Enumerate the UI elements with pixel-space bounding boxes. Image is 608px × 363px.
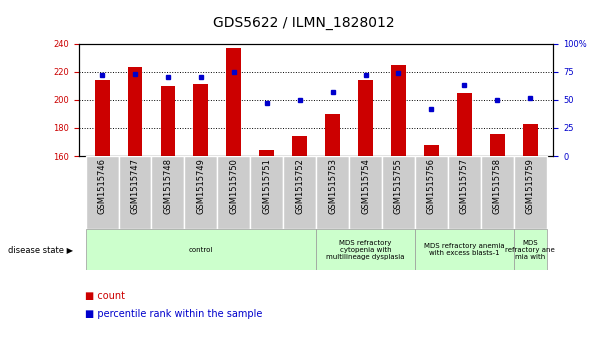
Bar — [95, 80, 109, 156]
Text: control: control — [188, 246, 213, 253]
Bar — [316, 156, 349, 229]
Bar — [283, 156, 316, 229]
Text: GSM1515753: GSM1515753 — [328, 158, 337, 214]
Text: GSM1515759: GSM1515759 — [526, 158, 534, 214]
Bar — [415, 156, 448, 229]
Text: disease state ▶: disease state ▶ — [8, 245, 73, 254]
Bar — [325, 114, 340, 156]
Bar — [226, 48, 241, 156]
Bar — [448, 156, 481, 229]
Text: MDS refractory anemia
with excess blasts-1: MDS refractory anemia with excess blasts… — [424, 243, 505, 256]
Text: ■ count: ■ count — [85, 291, 125, 301]
Text: GDS5622 / ILMN_1828012: GDS5622 / ILMN_1828012 — [213, 16, 395, 30]
Bar — [523, 124, 537, 156]
Bar — [382, 156, 415, 229]
Bar — [193, 84, 209, 156]
Text: MDS
refractory ane
mia with: MDS refractory ane mia with — [505, 240, 555, 260]
Bar — [184, 156, 218, 229]
Text: ■ percentile rank within the sample: ■ percentile rank within the sample — [85, 309, 263, 319]
Bar — [481, 156, 514, 229]
Text: GSM1515750: GSM1515750 — [229, 158, 238, 214]
Bar — [119, 156, 151, 229]
Bar — [424, 145, 439, 156]
Bar — [151, 156, 184, 229]
Bar — [415, 229, 514, 270]
Bar — [250, 156, 283, 229]
Text: MDS refractory
cytopenia with
multilineage dysplasia: MDS refractory cytopenia with multilinea… — [326, 240, 405, 260]
Text: GSM1515752: GSM1515752 — [295, 158, 304, 214]
Text: GSM1515757: GSM1515757 — [460, 158, 469, 214]
Bar — [391, 65, 406, 156]
Bar — [292, 136, 307, 156]
Bar — [161, 86, 175, 156]
Text: GSM1515755: GSM1515755 — [394, 158, 403, 214]
Text: GSM1515754: GSM1515754 — [361, 158, 370, 214]
Text: GSM1515751: GSM1515751 — [262, 158, 271, 214]
Text: GSM1515747: GSM1515747 — [131, 158, 139, 214]
Bar — [128, 68, 142, 156]
Text: GSM1515758: GSM1515758 — [493, 158, 502, 214]
Text: GSM1515748: GSM1515748 — [164, 158, 173, 214]
Bar — [86, 229, 316, 270]
Bar — [457, 93, 472, 156]
Bar — [514, 156, 547, 229]
Text: GSM1515749: GSM1515749 — [196, 158, 206, 214]
Bar — [349, 156, 382, 229]
Bar — [217, 156, 250, 229]
Bar — [316, 229, 415, 270]
Bar — [514, 229, 547, 270]
Bar — [260, 151, 274, 156]
Bar — [86, 156, 119, 229]
Bar — [358, 80, 373, 156]
Text: GSM1515756: GSM1515756 — [427, 158, 436, 214]
Bar — [490, 134, 505, 156]
Text: GSM1515746: GSM1515746 — [98, 158, 106, 214]
